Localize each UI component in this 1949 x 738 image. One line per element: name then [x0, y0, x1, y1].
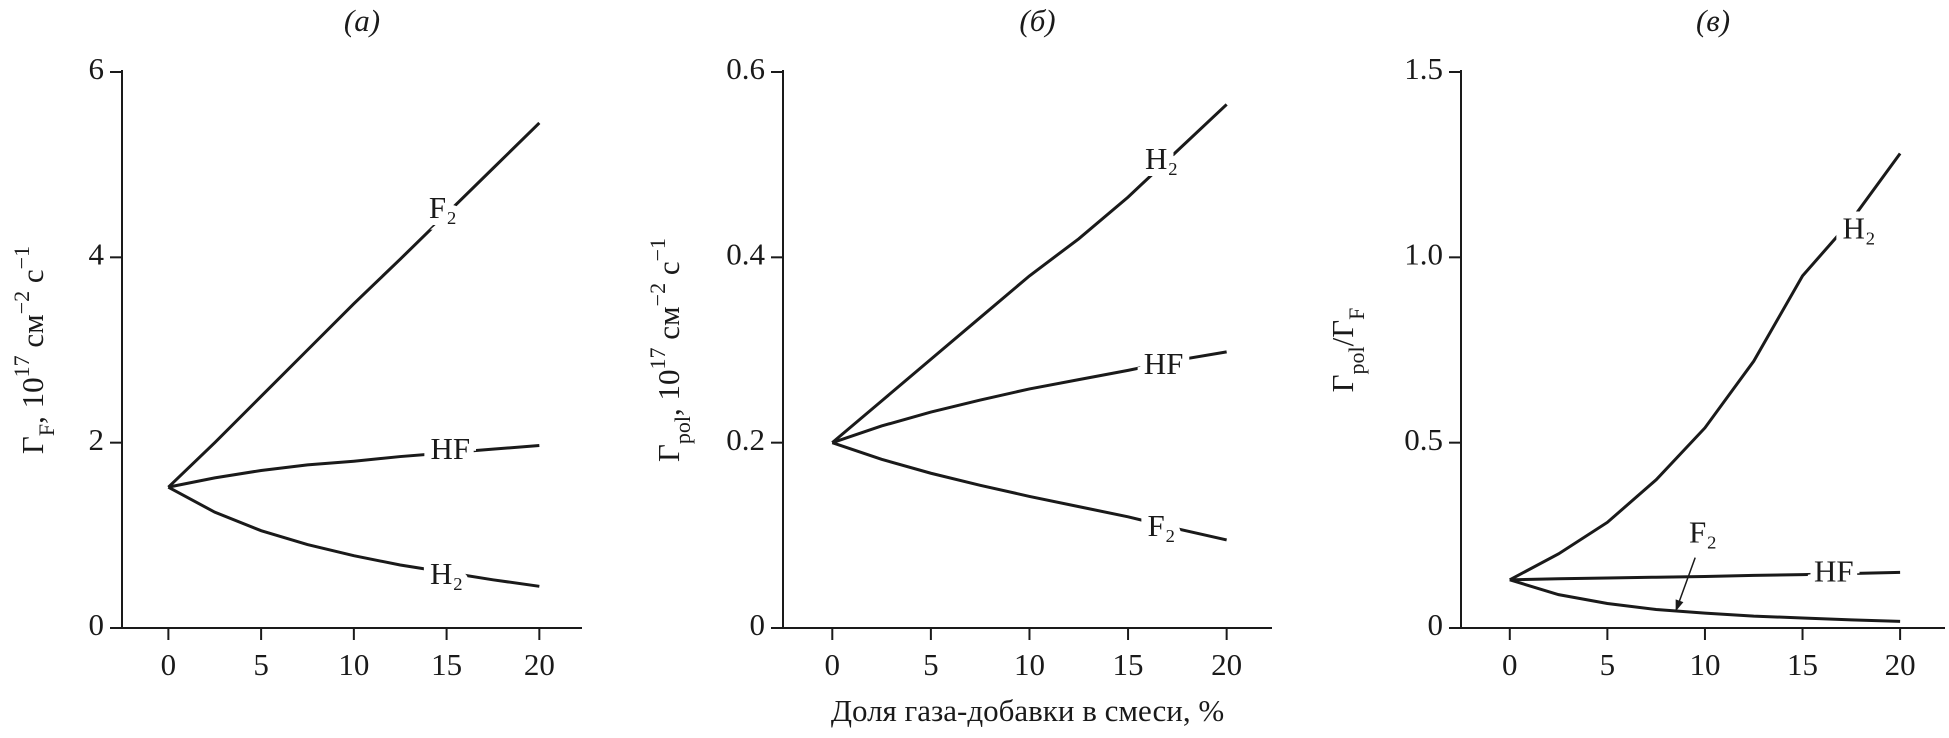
y-axis-label-part: Γ: [651, 444, 686, 462]
y-axis-label-part: Γ: [15, 436, 50, 454]
x-tick-label: 20: [524, 647, 555, 682]
y-axis-label-part: −2: [9, 291, 34, 314]
series-label: H₂: [1145, 141, 1178, 176]
x-tick-label: 0: [825, 647, 841, 682]
y-tick-label: 2: [89, 422, 105, 457]
y-axis-label: ΓF, 1017 см−2 с−1: [9, 246, 59, 454]
y-axis-label-part: /Γ: [1325, 320, 1360, 347]
y-tick-label: 4: [89, 236, 105, 271]
y-axis-label-part: 17: [9, 355, 34, 377]
y-axis-label-part: pol: [670, 416, 695, 444]
series-line: [831, 350, 1227, 445]
series-line: [1509, 152, 1902, 582]
y-axis-label-part: Γ: [1325, 375, 1360, 393]
x-tick-label: 15: [1113, 647, 1144, 682]
y-axis-label-part: , 10: [15, 377, 50, 424]
y-axis-label-part: 17: [645, 347, 670, 369]
x-tick-label: 0: [161, 647, 177, 682]
y-axis-label-part: −1: [9, 246, 34, 269]
series-line: [831, 103, 1228, 444]
panel-title: (а): [344, 3, 380, 38]
y-tick-label: 0.2: [726, 422, 765, 457]
x-tick-label: 15: [431, 647, 462, 682]
x-tick-label: 10: [1689, 647, 1720, 682]
x-tick-label: 0: [1502, 647, 1518, 682]
y-axis-label: Γpol/ΓF: [1325, 308, 1368, 393]
y-axis-label-part: , 10: [651, 369, 686, 416]
series-label: H₂: [430, 556, 463, 591]
series-label: F₂: [1148, 508, 1176, 543]
x-tick-label: 5: [1600, 647, 1616, 682]
series-label: HF: [1144, 346, 1184, 381]
y-tick-label: 0: [89, 607, 105, 642]
y-axis-label: Γpol, 1017 см−2 с−1: [645, 238, 695, 462]
x-tick-label: 20: [1885, 647, 1916, 682]
y-axis-label-part: F: [1344, 308, 1369, 320]
y-tick-label: 0.5: [1404, 422, 1443, 457]
panel-title: (б): [1019, 3, 1055, 38]
y-axis-label-part: с: [15, 269, 50, 291]
y-tick-label: 1.0: [1404, 236, 1443, 271]
panel-title: (в): [1696, 3, 1730, 38]
y-tick-label: 0.4: [726, 236, 765, 271]
series-line: [831, 441, 1227, 542]
series-label: F₂: [429, 190, 457, 225]
series-label: HF: [430, 431, 470, 466]
y-axis-label-part: −1: [645, 238, 670, 261]
series-label: H₂: [1843, 210, 1876, 245]
x-tick-label: 5: [253, 647, 269, 682]
y-tick-label: 0: [1428, 607, 1444, 642]
series-label: F₂: [1689, 514, 1717, 549]
x-tick-label: 10: [1014, 647, 1045, 682]
series-line: [167, 121, 541, 489]
y-axis-label-part: см: [15, 314, 50, 355]
y-axis-label-part: см: [651, 306, 686, 347]
y-tick-label: 0: [750, 607, 766, 642]
x-tick-label: 10: [338, 647, 369, 682]
series-label: HF: [1814, 554, 1854, 589]
y-tick-label: 0.6: [726, 51, 765, 86]
y-axis-label-part: −2: [645, 283, 670, 306]
series-line: [1509, 578, 1901, 623]
y-tick-label: 1.5: [1404, 51, 1443, 86]
x-tick-label: 5: [923, 647, 939, 682]
y-axis-label-part: pol: [1344, 346, 1369, 374]
series-line: [1509, 570, 1901, 582]
x-tick-label: 15: [1787, 647, 1818, 682]
y-axis-label-part: с: [651, 261, 686, 283]
arrow-head: [1675, 599, 1684, 612]
series-line: [168, 443, 540, 489]
series-line: [167, 485, 540, 588]
y-axis-label-part: F: [34, 424, 59, 436]
y-tick-label: 6: [89, 51, 105, 86]
x-tick-label: 20: [1211, 647, 1242, 682]
x-axis-label: Доля газа-добавки в смеси, %: [831, 693, 1224, 728]
